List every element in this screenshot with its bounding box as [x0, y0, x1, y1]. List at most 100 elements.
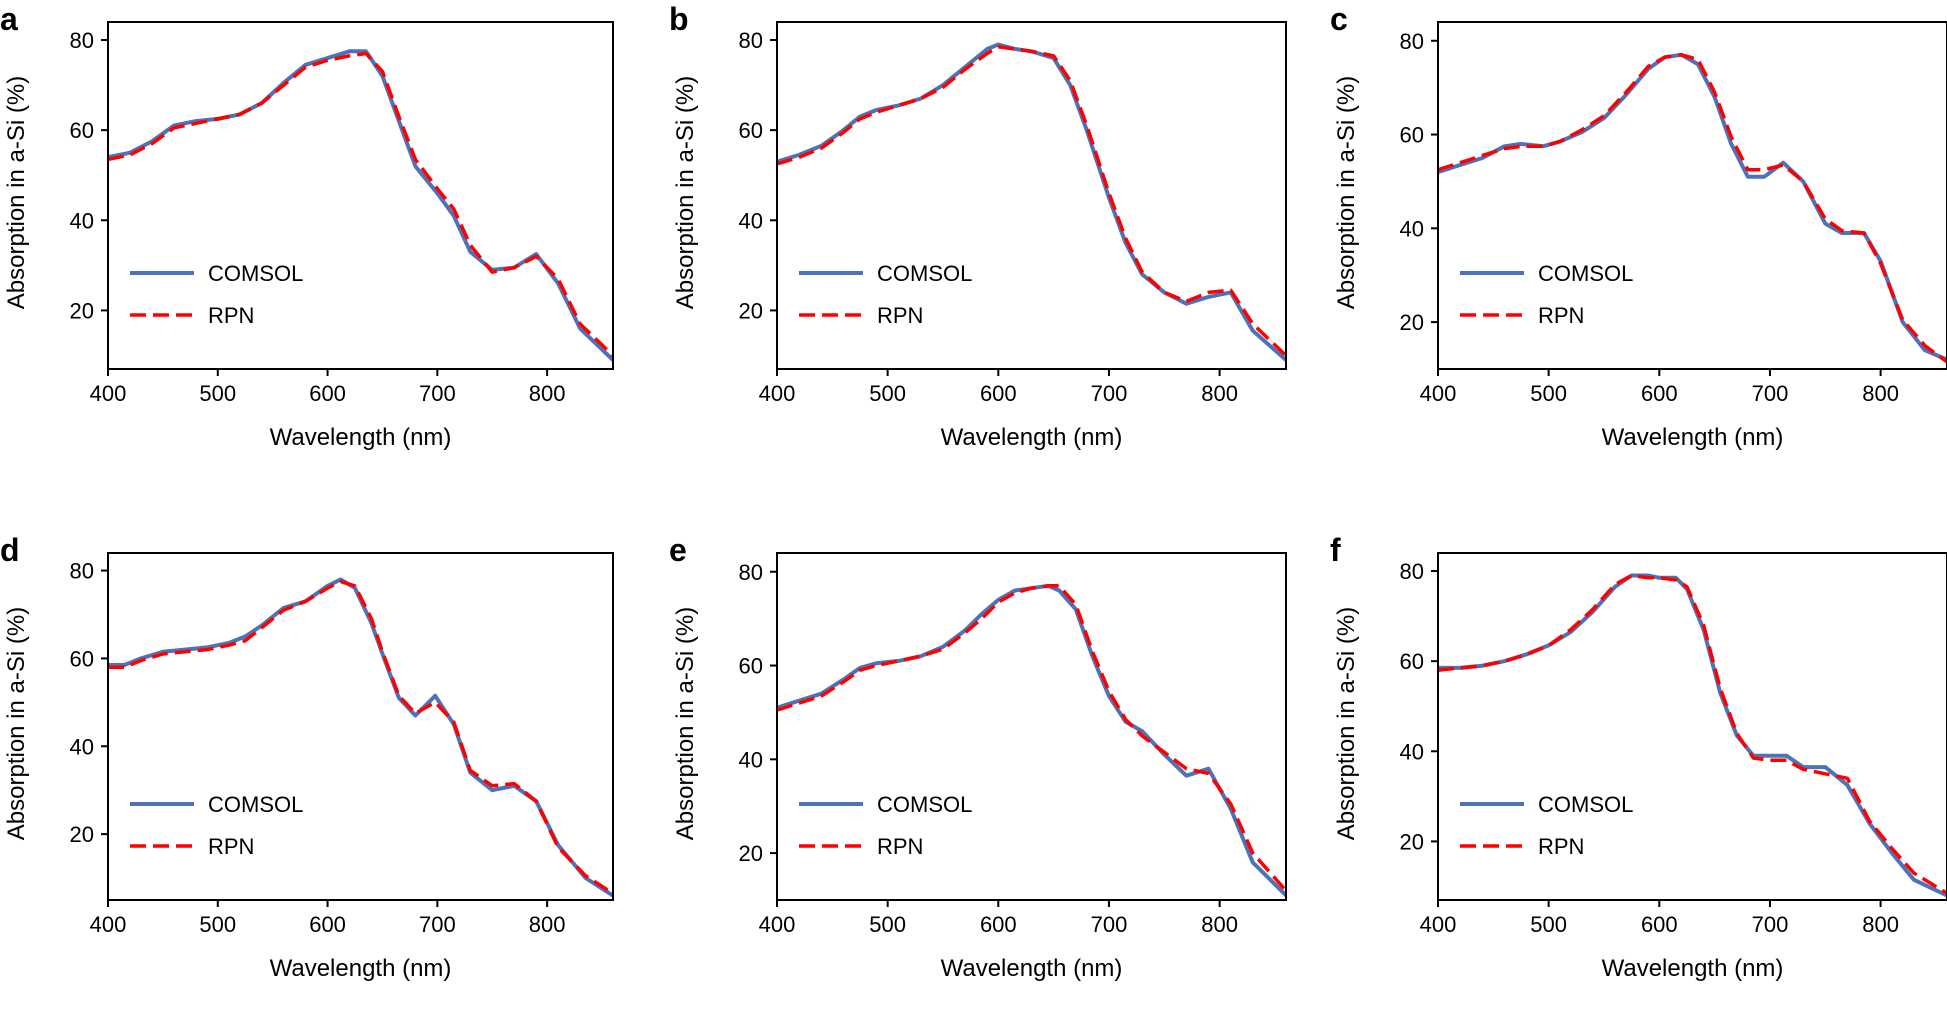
y-tick-label: 40	[70, 734, 94, 759]
x-tick-label: 400	[1420, 912, 1457, 937]
y-axis-label: Absorption in a-Si (%)	[672, 607, 699, 840]
y-tick-label: 80	[1400, 29, 1424, 54]
x-tick-label: 700	[1091, 381, 1128, 406]
panel-d: 400 500 600 700 800 20 40 60 80 Wavelength (nm) Ab…	[0, 532, 614, 982]
panel-letter: c	[1330, 1, 1348, 37]
x-tick-label: 800	[1201, 912, 1238, 937]
legend-label-rpn: RPN	[208, 834, 254, 859]
series-line-rpn	[1438, 53, 1947, 364]
series-line-rpn	[108, 51, 613, 357]
x-tick-label: 700	[1752, 381, 1789, 406]
panel-letter: b	[669, 1, 689, 37]
x-tick-label: 600	[309, 381, 346, 406]
x-axis-label: Wavelength (nm)	[941, 955, 1123, 982]
legend-label-comsol: COMSOL	[877, 261, 972, 286]
series-line-comsol	[777, 42, 1286, 362]
x-tick-label: 500	[869, 912, 906, 937]
legend-label-rpn: RPN	[1538, 834, 1584, 859]
legend-label-comsol: COMSOL	[1538, 792, 1633, 817]
x-tick-label: 600	[980, 381, 1017, 406]
legend: COMSOL RPN	[1460, 792, 1633, 859]
legend-label-comsol: COMSOL	[1538, 261, 1633, 286]
y-tick-label: 20	[70, 822, 94, 847]
legend-label-rpn: RPN	[208, 303, 254, 328]
y-tick-label: 80	[1400, 559, 1424, 584]
x-tick-label: 600	[309, 912, 346, 937]
x-tick-label: 400	[90, 381, 127, 406]
y-axis-label: Absorption in a-Si (%)	[672, 76, 699, 309]
series-line-comsol	[777, 583, 1286, 897]
x-axis-label: Wavelength (nm)	[1602, 424, 1784, 451]
y-tick-label: 20	[70, 298, 94, 323]
legend-label-comsol: COMSOL	[877, 792, 972, 817]
panel-b: 400 500 600 700 800 20 40 60 80 Wavelength (nm) Ab…	[669, 1, 1287, 451]
plot-frame	[1437, 552, 1947, 901]
legend: COMSOL RPN	[130, 261, 303, 328]
plot-frame	[776, 552, 1287, 901]
series-line-rpn	[777, 45, 1286, 357]
panel-e: 400 500 600 700 800 20 40 60 80 Wavelength (nm) Ab…	[669, 532, 1287, 982]
legend: COMSOL RPN	[130, 792, 303, 859]
x-axis-label: Wavelength (nm)	[270, 955, 452, 982]
x-tick-label: 500	[199, 381, 236, 406]
x-axis-label: Wavelength (nm)	[270, 424, 452, 451]
y-tick-label: 40	[1400, 216, 1424, 241]
x-tick-label: 500	[199, 912, 236, 937]
x-tick-label: 600	[1641, 381, 1678, 406]
plot-frame	[107, 21, 614, 370]
legend: COMSOL RPN	[799, 792, 972, 859]
x-tick-label: 800	[1862, 912, 1899, 937]
y-tick-label: 60	[1400, 649, 1424, 674]
y-axis-label: Absorption in a-Si (%)	[3, 76, 30, 309]
y-axis-label: Absorption in a-Si (%)	[1333, 76, 1360, 309]
y-tick-label: 40	[739, 208, 763, 233]
y-tick-label: 60	[1400, 123, 1424, 148]
y-tick-label: 40	[70, 208, 94, 233]
plot-frame	[107, 552, 614, 901]
x-tick-label: 800	[1201, 381, 1238, 406]
legend: COMSOL RPN	[1460, 261, 1633, 328]
x-tick-label: 800	[529, 912, 566, 937]
x-tick-label: 500	[1530, 381, 1567, 406]
legend-label-rpn: RPN	[877, 303, 923, 328]
panel-c: 400 500 600 700 800 20 40 60 80 Wavelength (nm) Ab…	[1330, 1, 1947, 451]
plot-frame	[1437, 21, 1947, 370]
panel-letter: d	[0, 532, 20, 568]
x-tick-label: 400	[759, 912, 796, 937]
x-tick-label: 400	[90, 912, 127, 937]
panel-a: 400 500 600 700 800 20 40 60 80 Wavelength (nm) Ab…	[0, 1, 614, 451]
y-tick-label: 60	[70, 118, 94, 143]
y-tick-label: 20	[1400, 310, 1424, 335]
y-axis-label: Absorption in a-Si (%)	[3, 607, 30, 840]
y-tick-label: 80	[70, 28, 94, 53]
y-tick-label: 20	[739, 298, 763, 323]
legend-label-rpn: RPN	[1538, 303, 1584, 328]
y-tick-label: 80	[739, 28, 763, 53]
x-tick-label: 700	[419, 381, 456, 406]
series-line-rpn	[1438, 573, 1947, 895]
panel-letter: f	[1330, 532, 1341, 568]
y-tick-label: 80	[739, 560, 763, 585]
x-tick-label: 600	[980, 912, 1017, 937]
panel-letter: a	[0, 1, 18, 37]
panel-letter: e	[669, 532, 687, 568]
x-axis-label: Wavelength (nm)	[941, 424, 1123, 451]
legend-label-comsol: COMSOL	[208, 792, 303, 817]
x-tick-label: 500	[869, 381, 906, 406]
panel-f: 400 500 600 700 800 20 40 60 80 Wavelength (nm) Ab…	[1330, 532, 1947, 982]
y-tick-label: 60	[739, 118, 763, 143]
y-tick-label: 60	[739, 654, 763, 679]
series-line-comsol	[108, 577, 613, 898]
legend-label-comsol: COMSOL	[208, 261, 303, 286]
y-tick-label: 20	[739, 841, 763, 866]
y-tick-label: 80	[70, 559, 94, 584]
series-line-rpn	[108, 579, 613, 895]
x-tick-label: 700	[1752, 912, 1789, 937]
x-tick-label: 800	[1862, 381, 1899, 406]
x-tick-label: 700	[1091, 912, 1128, 937]
x-tick-label: 700	[419, 912, 456, 937]
x-tick-label: 500	[1530, 912, 1567, 937]
legend: COMSOL RPN	[799, 261, 972, 328]
x-tick-label: 800	[529, 381, 566, 406]
